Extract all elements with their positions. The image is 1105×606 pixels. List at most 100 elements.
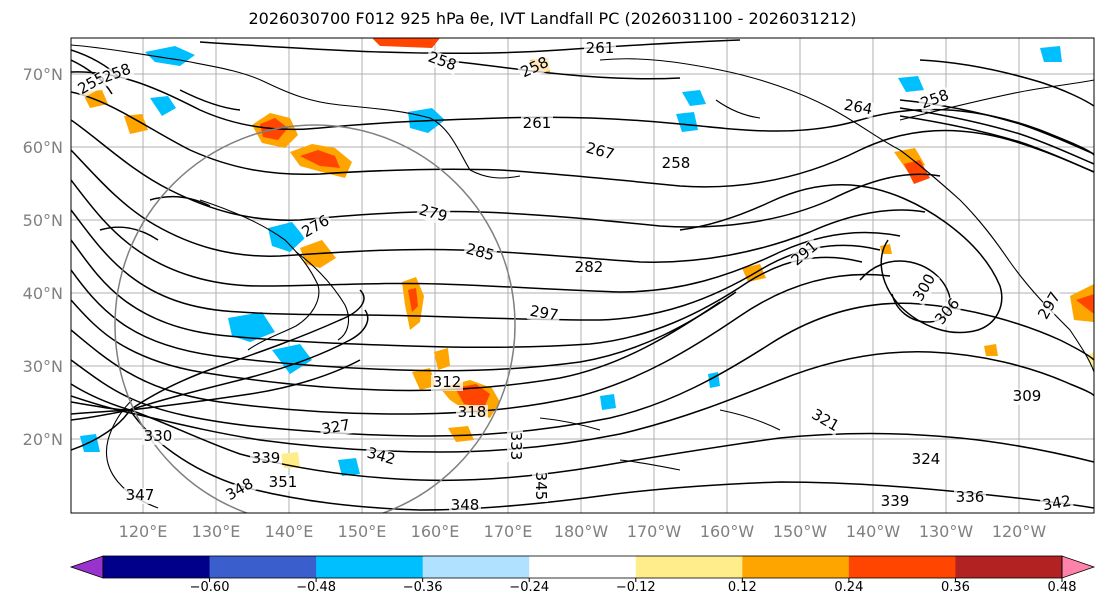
colorbar-tick-label: −0.24 [509, 580, 549, 595]
contour-label-bg [363, 445, 399, 469]
colorbar-extend-high [1061, 555, 1096, 579]
longitude-label: 180°W [554, 522, 609, 541]
contour-label: 261 [523, 114, 552, 132]
contour-label: 339 [881, 492, 910, 510]
colorbar: −0.60 −0.48 −0.36 −0.24 −0.12 0.12 0.24 0.36 0.4… [69, 555, 1096, 595]
contour-label-bg [222, 475, 258, 505]
gridlines [71, 38, 1094, 513]
colorbar-tick-label: 0.24 [834, 580, 863, 595]
contour-label-bg [910, 452, 942, 468]
contour-label: 312 [433, 373, 462, 391]
contour-label: 258 [662, 154, 691, 172]
colorbar-segment [529, 556, 637, 578]
contour-label-bg [424, 49, 460, 75]
contour-label-bg [124, 488, 156, 504]
region-ellipse [114, 124, 516, 513]
longitude-labels: 120°E 130°E 140°E 150°E 160°E 170°E 180°W 170°W… [119, 522, 1047, 541]
contour-label-bg [879, 494, 911, 510]
contour-label-bg [507, 430, 523, 462]
plot-frame [70, 37, 1095, 514]
latitude-label: 20°N [23, 430, 63, 449]
colorbar-segment [955, 556, 1063, 578]
contour-label-bg [840, 97, 876, 119]
latitude-labels: 70°N 60°N 50°N 40°N 30°N 20°N [23, 65, 63, 449]
longitude-label: 150°W [773, 522, 828, 541]
contour-label-bg [431, 375, 463, 391]
contour-label-bg [910, 270, 940, 306]
colorbar-segment [316, 556, 424, 578]
longitude-label: 160°E [411, 522, 460, 541]
contour-label-bg [526, 303, 562, 325]
contour-label: 333 [507, 432, 525, 461]
contour-label: 261 [586, 39, 615, 57]
colorbar-segment [103, 556, 211, 578]
contour-label: 339 [252, 449, 281, 467]
contour-label-bg [1039, 493, 1075, 513]
longitude-label: 130°W [919, 522, 974, 541]
coastlines [71, 44, 1094, 509]
colorbar-tick-label: −0.12 [616, 580, 656, 595]
contour-label: 297 [529, 302, 560, 325]
contour-label-bg [954, 490, 986, 506]
contour-label-bg [462, 241, 498, 265]
latitude-label: 70°N [23, 65, 63, 84]
colorbar-tick-label: 0.48 [1048, 580, 1077, 595]
contour-label-bg [573, 260, 605, 276]
longitude-label: 120°W [992, 522, 1047, 541]
colorbar-tick-label: 0.36 [941, 580, 970, 595]
pc-shading [80, 38, 1094, 476]
longitude-label: 130°E [192, 522, 241, 541]
longitude-label: 140°W [846, 522, 901, 541]
longitude-label: 150°E [338, 522, 387, 541]
contour-label: 327 [320, 416, 351, 439]
latitude-label: 50°N [23, 211, 63, 230]
contour-label: 330 [144, 427, 173, 445]
longitude-label: 170°E [484, 522, 533, 541]
colorbar-frame [102, 555, 1063, 579]
contour-label-bg [1035, 288, 1065, 324]
contour-label-bg [298, 212, 334, 242]
contour-label: 345 [532, 472, 550, 501]
contour-label: 318 [458, 403, 487, 421]
colorbar-segment [422, 556, 530, 578]
colorbar-segment [209, 556, 317, 578]
contour-label-bg [807, 406, 843, 436]
contour-label-bg [415, 202, 451, 226]
contour-label-bg [99, 61, 135, 87]
contour-label-bg [250, 451, 282, 467]
colorbar-segment [742, 556, 850, 578]
latitude-label: 30°N [23, 357, 63, 376]
contour-label-bg [917, 87, 953, 113]
colorbar-segment [635, 556, 743, 578]
contour-label-bg [931, 294, 965, 330]
contour-label-bg [517, 53, 553, 83]
theta-e-contours [71, 39, 1094, 511]
contour-label-bg [142, 429, 174, 445]
map-title: 2026030700 F012 925 hPa θe, IVT Landfall… [248, 9, 857, 28]
contour-label: 347 [126, 486, 155, 504]
contour-label: 324 [912, 450, 941, 468]
contour-label-bg [318, 417, 354, 439]
contour-label: 309 [1013, 387, 1042, 405]
contour-label: 342 [1041, 492, 1072, 515]
contour-label-bg [660, 156, 692, 172]
contour-label-bg [521, 116, 553, 132]
contour-label-bg [456, 405, 488, 421]
colorbar-tick-label: −0.48 [296, 580, 336, 595]
colorbar-tick-label: −0.60 [190, 580, 230, 595]
contour-label-bg [449, 498, 481, 513]
contour-label-bg [1011, 389, 1043, 405]
contour-label-bg [584, 41, 616, 57]
contour-label-bg [532, 470, 548, 502]
colorbar-tick-label: 0.12 [728, 580, 757, 595]
colorbar-tick-label: −0.36 [403, 580, 443, 595]
latitude-label: 40°N [23, 284, 63, 303]
contour-label: 282 [575, 258, 604, 276]
contour-label: 336 [956, 488, 985, 506]
latitude-label: 60°N [23, 138, 63, 157]
contour-label-bg [582, 140, 618, 164]
contour-label: 348 [451, 496, 480, 514]
longitude-label: 140°E [265, 522, 314, 541]
